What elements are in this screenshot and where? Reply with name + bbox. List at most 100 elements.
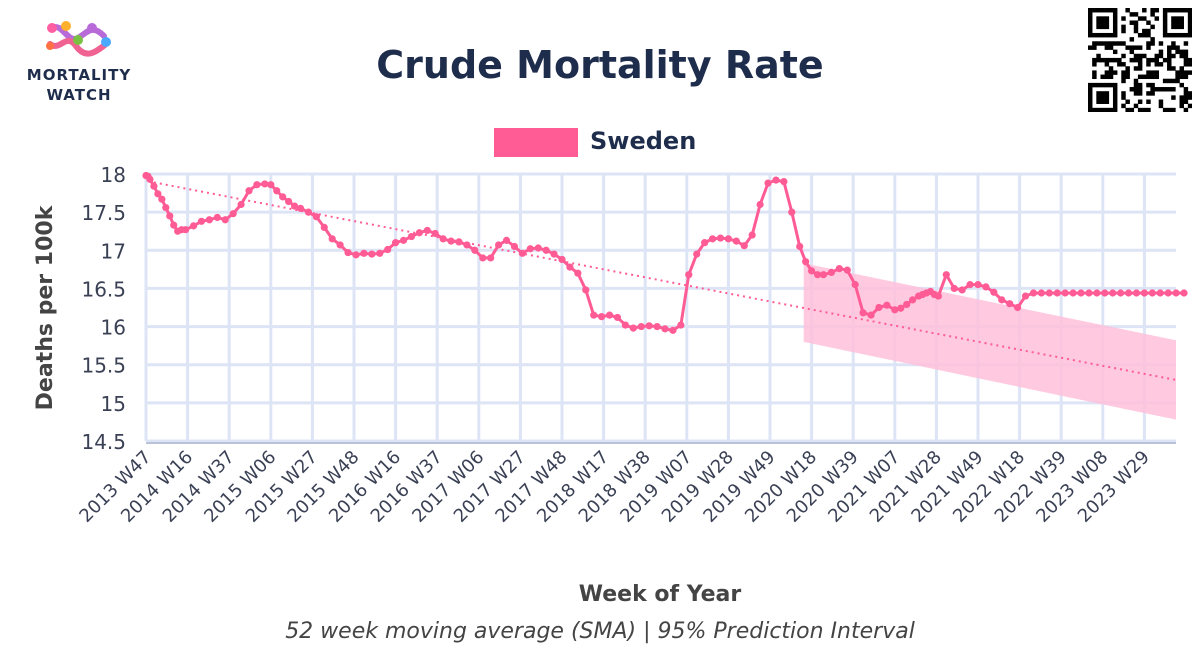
data-point (384, 245, 392, 254)
data-point (867, 311, 875, 319)
qr-module (1104, 24, 1110, 30)
qr-module (1133, 20, 1139, 25)
qr-module (1179, 74, 1184, 80)
qr-module (1183, 57, 1189, 63)
qr-module (1121, 28, 1126, 34)
data-point (162, 203, 170, 212)
qr-module (1104, 99, 1110, 104)
qr-module (1171, 95, 1176, 100)
qr-module (1104, 82, 1110, 88)
data-point (1021, 292, 1030, 300)
qr-module (1137, 107, 1143, 112)
data-point (205, 216, 213, 224)
qr-module (1104, 62, 1110, 67)
qr-module (1108, 32, 1114, 38)
data-point (740, 242, 748, 250)
data-point (253, 181, 261, 189)
data-point (802, 258, 810, 266)
qr-module (1162, 20, 1168, 25)
qr-module (1133, 53, 1139, 59)
qr-module (1137, 66, 1143, 71)
qr-module (1146, 20, 1151, 25)
qr-module (1092, 57, 1097, 63)
y-tick-label: 15.5 (81, 354, 126, 378)
qr-module (1158, 87, 1164, 92)
data-point (629, 324, 637, 332)
qr-module (1112, 28, 1118, 34)
qr-module (1175, 74, 1180, 80)
qr-module (1150, 41, 1155, 46)
data-point (934, 292, 942, 300)
data-point (285, 197, 293, 206)
y-axis-ticks: 14.5 15 15.5 16 16.5 17 17.5 18 (81, 163, 126, 454)
qr-module (1100, 8, 1105, 13)
qr-module (1150, 70, 1155, 75)
data-point (942, 271, 950, 279)
data-point (653, 322, 661, 331)
qr-module (1104, 8, 1110, 13)
qr-module (1183, 53, 1189, 59)
qr-module (1167, 53, 1172, 59)
data-point (352, 251, 360, 259)
qr-module (1129, 87, 1135, 92)
data-point (701, 239, 709, 247)
qr-module (1125, 107, 1130, 112)
qr-module (1162, 8, 1168, 13)
qr-module (1179, 24, 1184, 30)
qr-module (1092, 107, 1097, 112)
qr-module (1092, 82, 1097, 88)
qr-module (1179, 95, 1184, 100)
qr-module (1137, 32, 1143, 38)
qr-code-icon (1088, 8, 1192, 112)
qr-module (1167, 8, 1172, 13)
qr-module (1187, 24, 1192, 30)
qr-module (1133, 45, 1139, 50)
qr-module (1104, 107, 1110, 112)
data-point (1117, 289, 1125, 297)
y-axis-label: Deaths per 100k (33, 204, 58, 410)
qr-module (1121, 78, 1126, 84)
qr-module (1142, 16, 1147, 21)
data-point (732, 237, 740, 245)
qr-module (1150, 24, 1155, 30)
qr-module (1112, 87, 1118, 92)
data-point (336, 241, 344, 249)
data-point (1140, 289, 1148, 297)
data-point (399, 236, 408, 244)
qr-module (1137, 16, 1143, 21)
data-point (903, 300, 911, 309)
qr-module (1171, 87, 1176, 92)
data-point (1069, 289, 1077, 297)
qr-module (1088, 82, 1093, 88)
qr-module (1171, 66, 1176, 71)
qr-module (1129, 37, 1135, 42)
qr-module (1187, 91, 1192, 96)
qr-module (1129, 57, 1135, 63)
data-point (376, 249, 384, 257)
qr-module (1133, 57, 1139, 63)
qr-module (1100, 41, 1105, 46)
legend-label-sweden[interactable]: Sweden (590, 127, 696, 155)
qr-module (1154, 62, 1160, 67)
qr-module (1100, 32, 1105, 38)
qr-module (1129, 20, 1135, 25)
qr-module (1187, 28, 1192, 34)
qr-module (1142, 53, 1147, 59)
data-point (245, 187, 253, 195)
qr-module (1112, 95, 1118, 100)
qr-module (1187, 16, 1192, 21)
qr-module (1154, 8, 1160, 13)
data-point (166, 212, 174, 220)
data-point (290, 202, 299, 210)
data-point (808, 267, 816, 275)
qr-module (1117, 41, 1122, 46)
qr-module (1167, 87, 1172, 92)
qr-module (1158, 103, 1164, 109)
qr-module (1167, 57, 1172, 63)
qr-module (1171, 45, 1176, 50)
qr-module (1133, 103, 1139, 109)
qr-module (1187, 62, 1192, 67)
data-point (213, 213, 221, 222)
qr-module (1125, 74, 1130, 80)
